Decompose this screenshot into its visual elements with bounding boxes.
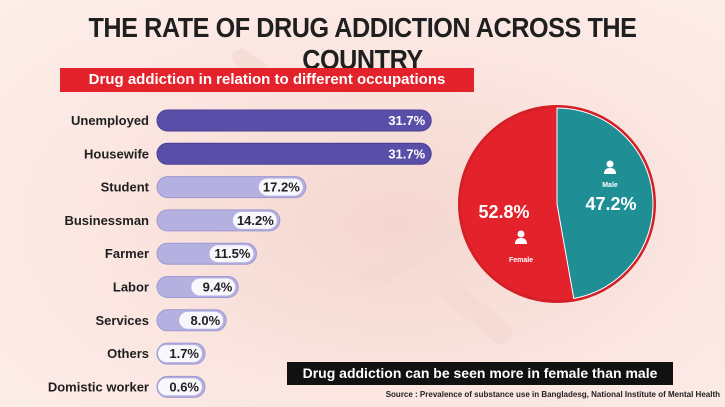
bar-category-label: Labor	[113, 280, 149, 295]
bar-category-label: Unemployed	[71, 113, 149, 128]
bar-category-label: Student	[101, 180, 150, 195]
bar-value-label: 1.7%	[169, 346, 199, 361]
bar-value-label: 8.0%	[191, 313, 221, 328]
bar-category-label: Farmer	[105, 246, 149, 261]
value-pill	[179, 311, 224, 329]
pie-chart: Male 47.2% 52.8% Female	[458, 105, 656, 303]
bar-category-label: Housewife	[84, 146, 149, 161]
value-pill	[209, 245, 254, 263]
bar-value-label: 11.5%	[214, 246, 251, 261]
chart-subtitle: Drug addiction in relation to different …	[60, 68, 474, 92]
bar-mark	[156, 109, 432, 132]
bar-value-label: 17.2%	[263, 180, 300, 195]
bar-value-label: 31.7%	[388, 113, 425, 128]
value-pill	[232, 211, 277, 229]
value-pill	[191, 278, 236, 296]
pie-slice-female	[461, 108, 574, 300]
bar-category-label: Services	[96, 313, 150, 328]
bar-chart: Unemployed 31.7% Housewife 31.7% Student 17.2…	[48, 109, 432, 398]
pie-slice-name: Female	[509, 257, 533, 264]
pie-slice-name: Male	[602, 182, 618, 189]
page-title: THE RATE OF DRUG ADDICTION ACROSS THE CO…	[88, 12, 637, 75]
pie-slice-value-label: 47.2%	[585, 194, 636, 214]
bar-category-label: Businessman	[64, 213, 149, 228]
pie-caption: Drug addiction can be seen more in femal…	[287, 362, 673, 385]
pie-slice-male	[556, 107, 654, 300]
bar-value-label: 9.4%	[203, 280, 233, 295]
female-person-icon	[515, 230, 527, 244]
bar-category-label: Domistic worker	[48, 379, 149, 394]
value-pill	[158, 378, 202, 396]
male-person-icon	[604, 160, 616, 174]
value-pill	[258, 178, 303, 196]
bar-value-label: 14.2%	[237, 213, 274, 228]
bar-category-label: Others	[107, 346, 149, 361]
bar-value-label: 0.6%	[169, 379, 199, 394]
bar-mark	[156, 142, 432, 165]
bar-value-label: 31.7%	[388, 146, 425, 161]
pie-slice-value-label: 52.8%	[478, 202, 529, 222]
source-note: Source : Prevalence of substance use in …	[385, 390, 720, 399]
value-pill	[158, 345, 202, 363]
